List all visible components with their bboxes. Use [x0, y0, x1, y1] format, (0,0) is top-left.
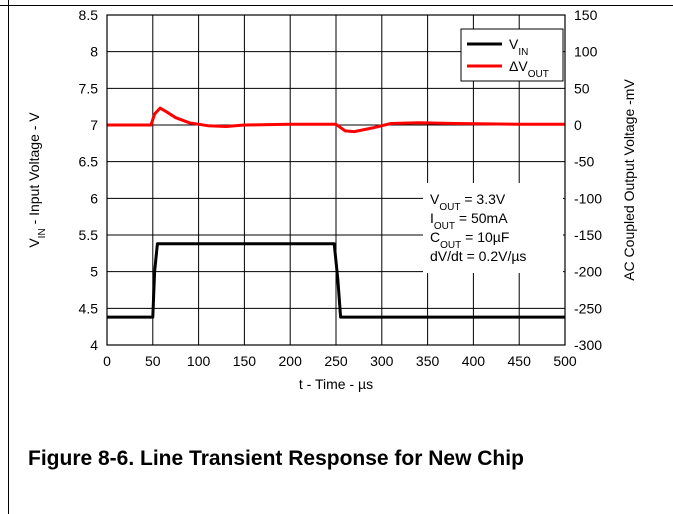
- right-y-tick-label: 100: [574, 44, 598, 60]
- left-y-tick-label: 6.5: [79, 154, 99, 170]
- x-tick-label: 450: [508, 353, 532, 369]
- x-tick-label: 350: [416, 353, 440, 369]
- x-tick-label: 50: [145, 353, 161, 369]
- left-y-tick-label: 8: [90, 44, 98, 60]
- left-y-tick-label: 8.5: [79, 7, 99, 23]
- x-tick-label: 200: [279, 353, 303, 369]
- plot-area-border: [106, 14, 566, 346]
- x-tick-label: 100: [187, 353, 211, 369]
- x-tick-label: 400: [462, 353, 486, 369]
- x-tick-label: 150: [233, 353, 257, 369]
- right-y-tick-label: 150: [574, 7, 598, 23]
- right-y-tick-label: -150: [574, 227, 602, 243]
- left-y-tick-label: 7: [90, 117, 98, 133]
- series-line-VIN: [107, 242, 565, 319]
- x-tick-label: 300: [370, 353, 394, 369]
- x-tick-label: 250: [324, 353, 348, 369]
- annotation-line: dV/dt = 0.2V/µs: [430, 248, 526, 264]
- series-layer: [107, 106, 565, 319]
- x-axis-label: t - Time - µs: [299, 376, 373, 392]
- right-y-tick-label: -200: [574, 264, 602, 280]
- annotation-background: [423, 183, 563, 273]
- left-y-tick-label: 4.5: [79, 300, 99, 316]
- x-tick-label: 0: [103, 353, 111, 369]
- tick-labels: 0 50 100 150 200 250 300 350 400 450 50044.555.566…: [79, 7, 603, 369]
- figure-caption: Figure 8-6. Line Transient Response for …: [28, 447, 524, 470]
- x-tick-label: 500: [553, 353, 577, 369]
- left-y-tick-label: 5: [90, 264, 98, 280]
- legend-box: [460, 28, 564, 82]
- right-y-tick-label: -300: [574, 337, 602, 353]
- left-y-tick-label: 4: [90, 337, 98, 353]
- right-y-tick-label: -50: [574, 154, 594, 170]
- right-y-tick-label: -100: [574, 190, 602, 206]
- left-y-tick-label: 6: [90, 190, 98, 206]
- left-y-tick-label: 7.5: [79, 80, 99, 96]
- page-border-top: [0, 0, 673, 6]
- right-y-axis-label: AC Coupled Output Voltage -mV: [621, 79, 637, 281]
- line-transient-chart: 0 50 100 150 200 250 300 350 400 450 50044.555.566…: [26, 7, 637, 392]
- right-y-tick-label: 50: [574, 80, 590, 96]
- left-y-tick-label: 5.5: [79, 227, 99, 243]
- right-y-tick-label: -250: [574, 300, 602, 316]
- series-line-ΔVOUT: [107, 106, 565, 134]
- right-y-tick-label: 0: [574, 117, 582, 133]
- left-y-axis-label: VIN - Input Voltage - V: [26, 112, 48, 248]
- page-border-left: [8, 0, 9, 514]
